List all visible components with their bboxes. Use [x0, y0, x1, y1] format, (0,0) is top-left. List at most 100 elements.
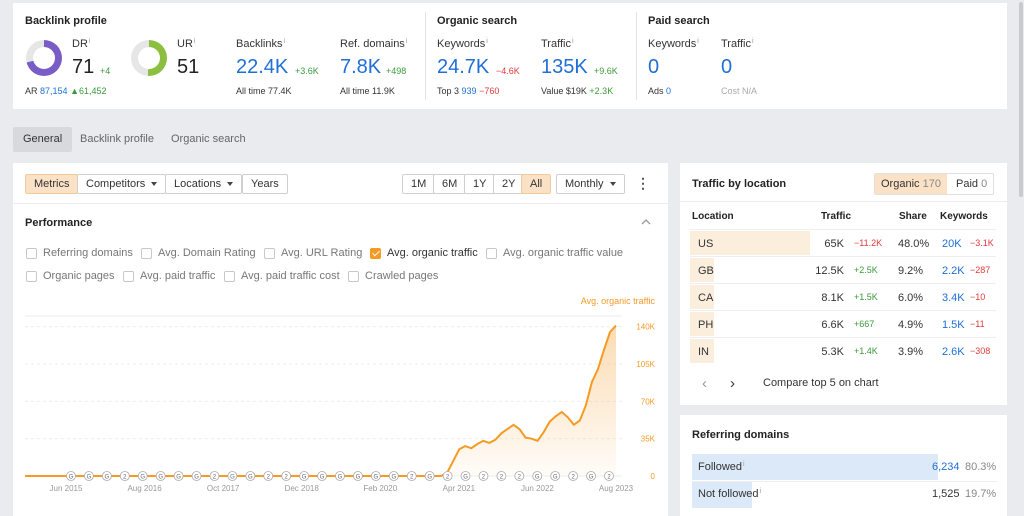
backlinks-value[interactable]: 22.4K [236, 56, 289, 78]
info-icon[interactable]: i [571, 38, 574, 45]
annotation-marker[interactable] [317, 471, 327, 481]
more-options-icon[interactable]: ⋮ [636, 175, 650, 191]
info-icon[interactable]: i [88, 38, 91, 45]
annotation-marker[interactable] [586, 471, 596, 481]
info-icon[interactable]: i [751, 38, 754, 45]
annotation-marker[interactable] [550, 471, 561, 481]
annotation-marker[interactable] [66, 471, 76, 481]
checkbox-referring-domains[interactable]: Referring domains [26, 247, 133, 261]
col-traffic[interactable]: Traffic [821, 211, 852, 222]
scrollbar[interactable] [1018, 0, 1024, 516]
col-share[interactable]: Share [899, 211, 927, 222]
annotation-marker[interactable] [442, 471, 453, 481]
location-keywords[interactable]: 3.4K [942, 292, 965, 304]
paid-traffic-value[interactable]: 0 [721, 56, 733, 78]
checkbox-box[interactable] [123, 270, 134, 282]
annotation-marker[interactable] [191, 471, 202, 481]
location-row[interactable]: CA 8.1K +1.5K 6.0% 3.4K −10 [690, 283, 996, 310]
tab-organic-search[interactable]: Organic search [171, 133, 246, 145]
info-icon[interactable]: i [405, 38, 408, 45]
annotation-marker[interactable] [299, 471, 310, 481]
info-icon[interactable]: i [759, 488, 762, 495]
annotation-marker[interactable] [370, 471, 381, 481]
annotation-marker[interactable] [119, 471, 130, 481]
annotation-marker[interactable] [155, 471, 166, 481]
prev-page-icon[interactable]: ‹ [702, 375, 707, 392]
annotation-marker[interactable] [568, 471, 579, 481]
location-row[interactable]: GB 12.5K +2.5K 9.2% 2.2K −287 [690, 256, 996, 283]
location-row[interactable]: US 65K −11.2K 48.0% 20K −3.1K [690, 229, 996, 256]
organic-keywords-value[interactable]: 24.7K [437, 56, 490, 78]
checkbox-avg-organic-traffic[interactable]: Avg. organic traffic [370, 247, 478, 261]
annotation-marker[interactable] [388, 471, 399, 481]
checkbox-avg-paid-traffic[interactable]: Avg. paid traffic [123, 270, 215, 284]
paid-keywords-value[interactable]: 0 [648, 56, 660, 78]
location-row[interactable]: PH 6.6K +667 4.9% 1.5K −11 [690, 310, 996, 337]
annotation-marker[interactable] [532, 471, 543, 481]
col-keywords[interactable]: Keywords [940, 211, 988, 222]
metrics-button[interactable]: Metrics [25, 174, 79, 194]
annotation-marker[interactable] [173, 471, 184, 481]
range-1m-button[interactable]: 1M [402, 174, 436, 194]
ar-value[interactable]: 87,154 [40, 86, 68, 96]
annotation-marker[interactable] [137, 471, 148, 481]
info-icon[interactable]: i [743, 461, 745, 468]
checkbox-crawled-pages[interactable]: Crawled pages [348, 270, 438, 284]
checkbox-box[interactable] [264, 247, 275, 259]
annotation-marker[interactable] [84, 471, 94, 481]
location-keywords[interactable]: 2.6K [942, 346, 965, 358]
range-6m-button[interactable]: 6M [433, 174, 467, 194]
checkbox-box[interactable] [26, 270, 37, 282]
range-all-button[interactable]: All [521, 174, 552, 194]
annotation-marker[interactable] [245, 471, 256, 481]
location-keywords[interactable]: 20K [942, 238, 962, 250]
info-icon[interactable]: i [283, 38, 286, 45]
annotation-marker[interactable] [496, 471, 507, 481]
chevron-up-icon[interactable] [640, 217, 652, 227]
info-icon[interactable]: i [697, 38, 699, 45]
tab-backlink-profile[interactable]: Backlink profile [80, 133, 154, 145]
annotation-marker[interactable] [209, 471, 220, 481]
location-keywords[interactable]: 1.5K [942, 319, 965, 331]
checkbox-box[interactable] [141, 247, 152, 259]
tab-general[interactable]: General [13, 127, 73, 152]
locations-dropdown[interactable]: Locations [165, 174, 243, 194]
annotation-marker[interactable] [460, 471, 471, 481]
annotation-marker[interactable] [227, 471, 238, 481]
annotation-marker[interactable] [604, 471, 614, 481]
info-icon[interactable]: i [486, 38, 488, 45]
checkbox-box[interactable] [26, 247, 37, 259]
toggle-organic[interactable]: Organic 170 [875, 174, 947, 194]
checkbox-avg-url-rating[interactable]: Avg. URL Rating [264, 247, 362, 261]
annotation-marker[interactable] [514, 471, 525, 481]
annotation-marker[interactable] [263, 471, 274, 481]
checkbox-box[interactable] [486, 247, 497, 259]
annotation-marker[interactable] [281, 471, 292, 481]
followed-value[interactable]: 6,234 [932, 461, 960, 473]
annotation-marker[interactable] [424, 471, 435, 481]
checkbox-box[interactable] [348, 270, 359, 282]
location-keywords[interactable]: 2.2K [942, 265, 965, 277]
range-1y-button[interactable]: 1Y [464, 174, 496, 194]
checkbox-avg-domain-rating[interactable]: Avg. Domain Rating [141, 247, 256, 261]
checkbox-box[interactable] [370, 247, 381, 259]
range-2y-button[interactable]: 2Y [493, 174, 525, 194]
checkbox-organic-pages[interactable]: Organic pages [26, 270, 115, 284]
organic-traffic-value[interactable]: 135K [541, 56, 588, 78]
info-icon[interactable]: i [193, 38, 196, 45]
annotation-marker[interactable] [335, 471, 345, 481]
checkbox-box[interactable] [224, 270, 235, 282]
annotation-marker[interactable] [478, 471, 489, 481]
location-row[interactable]: IN 5.3K +1.4K 3.9% 2.6K −308 [690, 337, 996, 364]
scrollbar-thumb[interactable] [1019, 2, 1023, 197]
compare-top5-link[interactable]: Compare top 5 on chart [763, 377, 879, 389]
toggle-paid[interactable]: Paid 0 [956, 178, 988, 190]
interval-dropdown[interactable]: Monthly [556, 174, 625, 194]
checkbox-avg-paid-traffic-cost[interactable]: Avg. paid traffic cost [224, 270, 340, 284]
ref-domains-value[interactable]: 7.8K [340, 56, 382, 78]
annotation-marker[interactable] [406, 471, 417, 481]
years-button[interactable]: Years [242, 174, 288, 194]
next-page-icon[interactable]: › [730, 375, 735, 392]
annotation-marker[interactable] [101, 471, 112, 481]
competitors-dropdown[interactable]: Competitors [77, 174, 167, 194]
